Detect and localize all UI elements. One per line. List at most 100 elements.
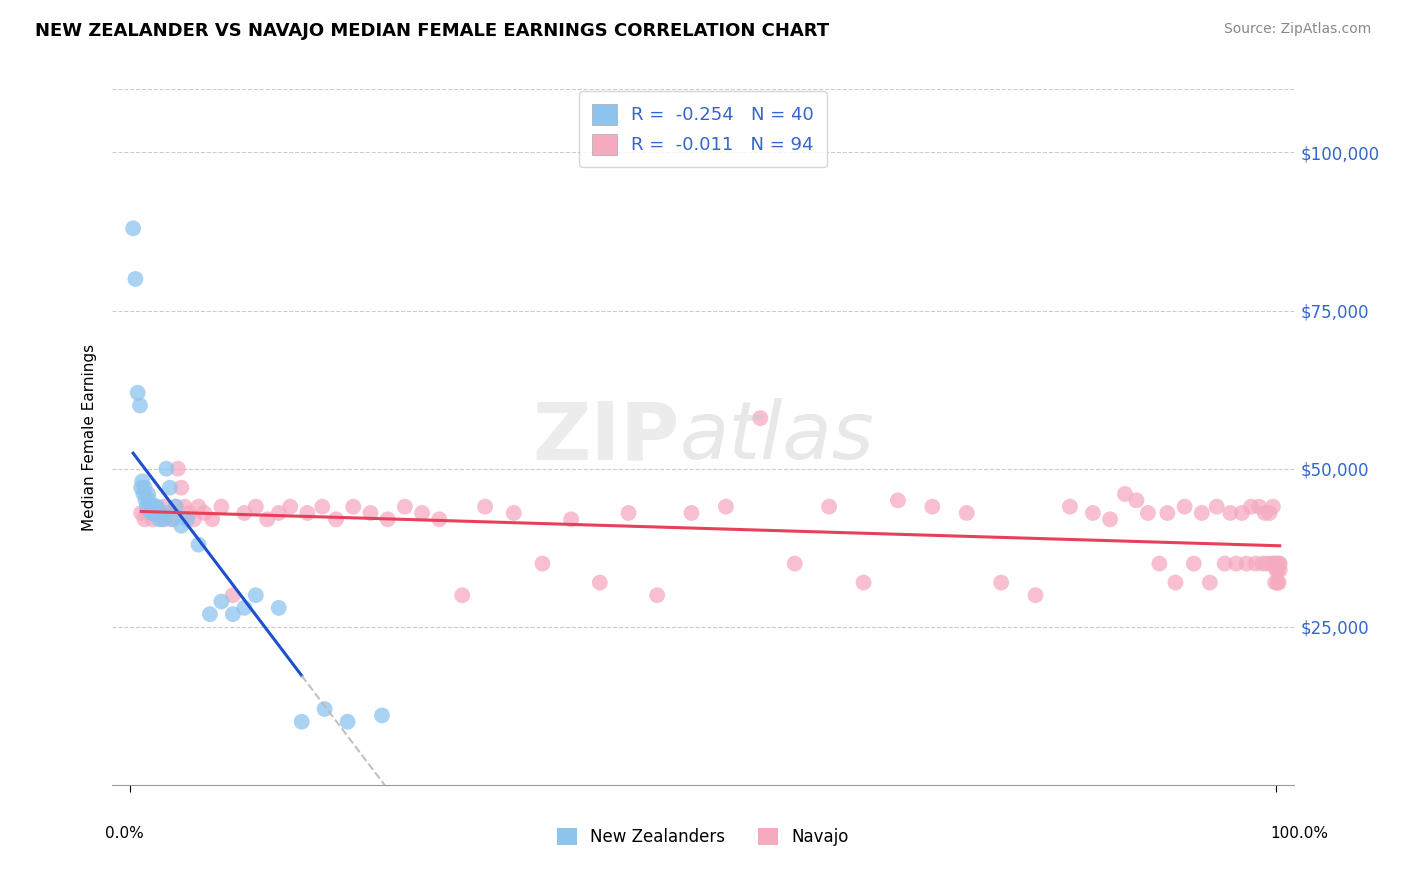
Point [1156,506,1178,520]
Text: ZIP: ZIP [531,398,679,476]
Point [134,481,156,495]
Point [136,487,159,501]
Point [183,512,205,526]
Point [176,512,198,526]
Point [1256,557,1278,571]
Point [138,493,160,508]
Point [160,512,183,526]
Point [297,506,319,520]
Point [956,506,979,520]
Point [139,500,162,514]
Point [325,512,347,526]
Point [148,506,170,520]
Point [1268,557,1291,571]
Point [342,500,364,514]
Point [129,506,152,520]
Point [502,506,524,520]
Point [179,506,201,520]
Point [1059,500,1081,514]
Point [142,512,165,526]
Point [143,500,166,514]
Point [155,461,177,475]
Point [1149,557,1171,571]
Point [162,506,184,520]
Point [359,506,381,520]
Point [148,512,170,526]
Point [153,500,176,514]
Point [474,500,496,514]
Point [1230,506,1253,520]
Point [1213,557,1236,571]
Point [1136,506,1159,520]
Point [1265,557,1288,571]
Point [1081,506,1104,520]
Point [146,500,169,514]
Point [256,512,278,526]
Point [336,714,359,729]
Point [145,506,167,520]
Point [1251,557,1274,571]
Point [1219,506,1241,520]
Point [749,411,772,425]
Point [714,500,737,514]
Point [291,714,314,729]
Point [122,221,145,235]
Point [783,557,806,571]
Point [129,399,152,413]
Point [135,500,157,514]
Point [394,500,416,514]
Point [314,702,336,716]
Point [222,607,245,622]
Point [531,557,554,571]
Point [1254,506,1277,520]
Point [209,500,232,514]
Point [921,500,943,514]
Text: Source: ZipAtlas.com: Source: ZipAtlas.com [1223,22,1371,37]
Point [887,493,910,508]
Point [681,506,703,520]
Point [1225,557,1247,571]
Point [1267,563,1289,577]
Point [1261,557,1284,571]
Point [166,461,188,475]
Point [377,512,399,526]
Point [1261,500,1284,514]
Point [560,512,582,526]
Point [1258,506,1281,520]
Text: NEW ZEALANDER VS NAVAJO MEDIAN FEMALE EARNINGS CORRELATION CHART: NEW ZEALANDER VS NAVAJO MEDIAN FEMALE EA… [35,22,830,40]
Point [159,481,181,495]
Point [427,512,450,526]
Point [1205,500,1227,514]
Point [124,272,146,286]
Point [1267,557,1289,571]
Point [233,600,256,615]
Point [1240,500,1263,514]
Point [127,385,149,400]
Point [142,506,165,520]
Point [170,481,193,495]
Point [132,487,155,501]
Point [1174,500,1197,514]
Y-axis label: Median Female Earnings: Median Female Earnings [82,343,97,531]
Point [129,481,152,495]
Point [187,500,209,514]
Point [222,588,245,602]
Point [139,506,162,520]
Text: 100.0%: 100.0% [1271,827,1329,841]
Text: atlas: atlas [679,398,875,476]
Point [233,506,256,520]
Point [170,518,193,533]
Point [173,500,195,514]
Point [1198,575,1220,590]
Point [187,538,209,552]
Point [311,500,333,514]
Point [267,506,290,520]
Point [193,506,215,520]
Point [990,575,1012,590]
Point [645,588,668,602]
Point [371,708,394,723]
Point [1264,575,1286,590]
Point [1249,500,1271,514]
Point [165,500,187,514]
Point [1182,557,1205,571]
